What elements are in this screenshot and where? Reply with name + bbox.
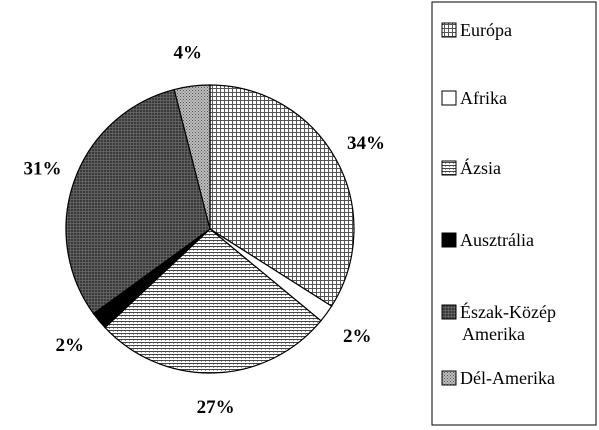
legend-frame: [431, 1, 597, 426]
legend-item-europa: Európa: [441, 20, 512, 40]
legend-label: Amerika: [462, 324, 525, 344]
legend-swatch: [441, 22, 457, 38]
legend-item-afrika: Afrika: [441, 88, 507, 108]
legend-item-azsia: Ázsia: [441, 157, 501, 178]
legend-label: Ázsia: [460, 157, 501, 178]
legend-swatch: [441, 232, 457, 248]
value-label-eszak-kozep-amerika: 31%: [24, 159, 62, 180]
pie-slice-azsia: [104, 228, 322, 374]
legend-swatch: [441, 370, 457, 386]
legend-swatch: [441, 160, 457, 176]
pie-slices: [65, 84, 355, 374]
legend: Európa Afrika Ázsia Ausztrália Észak-KözépAm…: [441, 20, 556, 388]
legend-label: Dél-Amerika: [460, 368, 555, 388]
pie-slice-europa: [209, 84, 355, 307]
legend-item-del-amerika: Dél-Amerika: [441, 368, 555, 388]
legend-label: Európa: [460, 20, 512, 40]
legend-swatch: [441, 90, 457, 106]
legend-label: Afrika: [460, 88, 507, 108]
value-labels: 34% 2% 27% 2% 31% 4%: [24, 42, 386, 418]
legend-label: Észak-Közép: [460, 301, 556, 322]
legend-item-ausztralia: Ausztrália: [441, 230, 534, 250]
value-label-europa: 34%: [347, 133, 385, 154]
value-label-azsia: 27%: [197, 397, 235, 418]
pie-slice-del-amerika: [173, 84, 211, 230]
value-label-ausztralia: 2%: [56, 335, 85, 356]
legend-swatch: [441, 304, 457, 320]
value-label-afrika: 2%: [343, 326, 372, 347]
value-label-del-amerika: 4%: [173, 42, 202, 63]
pie-slice-eszak-kozep-amerika: [65, 88, 211, 315]
legend-label: Ausztrália: [460, 230, 534, 250]
